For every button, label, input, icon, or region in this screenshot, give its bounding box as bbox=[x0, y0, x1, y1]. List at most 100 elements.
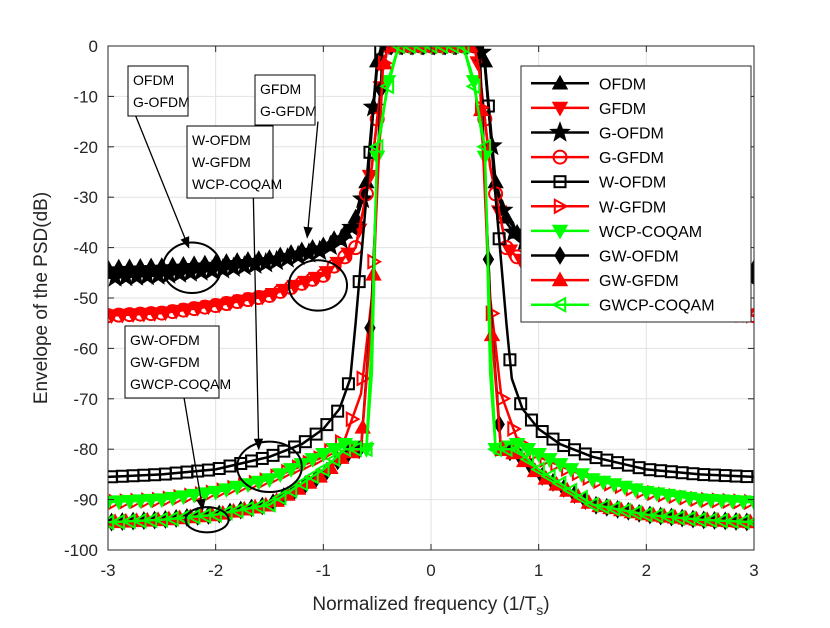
data-point-gwcp-coqam bbox=[605, 500, 621, 517]
annotation-ofdm-gofdm-text: G-OFDM bbox=[133, 94, 190, 110]
data-point-wcp-coqam bbox=[325, 443, 343, 458]
x-tick-label: 3 bbox=[749, 561, 758, 580]
y-tick-label: -50 bbox=[73, 289, 98, 308]
data-point-g-ofdm bbox=[330, 228, 353, 249]
data-point-gw-gfdm bbox=[354, 418, 371, 434]
legend-label-w-gfdm: W-GFDM bbox=[599, 199, 666, 216]
data-point-gwcp-coqam bbox=[239, 500, 255, 517]
y-axis-label: Envelope of the PSD(dB) bbox=[31, 192, 52, 404]
y-tick-label: -10 bbox=[73, 87, 98, 106]
data-point-wcp-coqam bbox=[218, 483, 235, 499]
annotation-w-group-box bbox=[186, 125, 274, 199]
y-tick-label: -40 bbox=[73, 239, 98, 258]
data-point-wcp-coqam bbox=[724, 494, 741, 510]
data-point-g-gfdm bbox=[208, 298, 224, 314]
data-point-gwcp-coqam bbox=[357, 441, 373, 458]
x-tick-label: 2 bbox=[642, 561, 651, 580]
data-point-gwcp-coqam bbox=[207, 506, 222, 523]
y-tick-label: -100 bbox=[64, 541, 98, 560]
data-point-g-gfdm bbox=[337, 249, 353, 265]
legend-label-gfdm: GFDM bbox=[599, 101, 646, 118]
data-point-gwcp-coqam bbox=[368, 138, 384, 155]
data-point-g-gfdm bbox=[175, 302, 191, 318]
legend-marker-gwcp-coqam bbox=[551, 296, 567, 313]
y-tick-label: 0 bbox=[89, 37, 98, 56]
data-point-wcp-coqam bbox=[282, 463, 300, 478]
data-point-w-ofdm bbox=[352, 275, 366, 289]
data-point-wcp-coqam bbox=[530, 448, 547, 463]
data-point-gwcp-coqam bbox=[745, 517, 754, 528]
x-tick-label: -3 bbox=[100, 561, 115, 580]
data-point-wcp-coqam bbox=[250, 475, 267, 491]
series-wcp-coqam bbox=[108, 46, 754, 511]
data-point-g-gfdm bbox=[154, 305, 170, 321]
y-tick-label: -60 bbox=[73, 339, 98, 358]
legend-label-g-ofdm: G-OFDM bbox=[599, 126, 664, 143]
data-point-gwcp-coqam bbox=[627, 504, 642, 521]
data-point-gwcp-coqam bbox=[443, 46, 459, 55]
data-point-gwcp-coqam bbox=[433, 46, 448, 55]
data-point-gwcp-coqam bbox=[228, 502, 244, 519]
data-point-gw-gfdm bbox=[483, 326, 501, 342]
annotations: OFDM G-OFDM GFDM G-GFDM W-OFDM W-GFDM WCP-COQA… bbox=[124, 65, 349, 534]
legend-marker-gw-ofdm bbox=[554, 246, 566, 265]
legend: OFDM GFDM G-OFDM G-GFDM W-OFDM W-GFDM WCP-COQA… bbox=[520, 65, 752, 323]
data-point-wcp-coqam bbox=[164, 491, 181, 507]
data-point-wcp-coqam bbox=[584, 473, 601, 488]
annotation-gfdm-ggfdm-ellipse bbox=[287, 259, 349, 312]
annotation-w-group-text: WCP-COQAM bbox=[192, 176, 282, 192]
data-point-wcp-coqam bbox=[261, 473, 278, 488]
annotation-ofdm-gofdm: OFDM G-OFDM bbox=[127, 65, 223, 294]
data-point-wcp-coqam bbox=[648, 487, 666, 503]
ticks: -3 -2 -1 0 1 2 30-10-20-30-40-50-60-70-80-90-1… bbox=[64, 37, 759, 580]
legend-marker-w-gfdm bbox=[553, 198, 569, 215]
annotation-ofdm-gofdm-arrow bbox=[134, 113, 190, 249]
data-point-wcp-coqam bbox=[229, 480, 246, 496]
data-point-gwcp-coqam bbox=[508, 441, 524, 458]
annotation-gw-group-text: GWCP-COQAM bbox=[130, 376, 231, 392]
annotation-ofdm-gofdm-text: OFDM bbox=[133, 72, 174, 88]
data-point-g-gfdm bbox=[111, 307, 127, 323]
annotation-w-group-text: W-OFDM bbox=[192, 132, 251, 148]
legend-item-gfdm: GFDM bbox=[531, 101, 646, 118]
data-point-gwcp-coqam bbox=[325, 451, 341, 468]
data-point-gwcp-coqam bbox=[562, 482, 578, 499]
data-point-gwcp-coqam bbox=[282, 482, 298, 499]
annotation-gfdm-ggfdm-box bbox=[254, 74, 316, 126]
data-point-wcp-coqam bbox=[541, 453, 558, 468]
y-tick-label: -90 bbox=[73, 491, 98, 510]
data-point-gwcp-coqam bbox=[304, 468, 319, 485]
legend-marker-ofdm bbox=[551, 74, 569, 90]
legend-item-w-gfdm: W-GFDM bbox=[531, 198, 666, 216]
annotation-gfdm-ggfdm-text: G-GFDM bbox=[260, 103, 317, 119]
data-point-wcp-coqam bbox=[185, 488, 203, 504]
data-point-g-gfdm bbox=[197, 299, 213, 315]
annotation-w-group-arrow bbox=[252, 197, 264, 451]
data-point-gw-gfdm bbox=[311, 467, 328, 483]
data-point-wcp-coqam bbox=[595, 475, 612, 491]
data-point-gw-gfdm bbox=[376, 54, 393, 70]
y-tick-label: -70 bbox=[73, 390, 98, 409]
legend-item-gw-ofdm: GW-OFDM bbox=[531, 246, 679, 266]
data-point-gwcp-coqam bbox=[422, 46, 438, 55]
data-point-g-gfdm bbox=[143, 306, 159, 322]
annotation-gw-group: GW-OFDM GW-GFDM GWCP-COQAM bbox=[124, 325, 231, 534]
y-tick-label: -30 bbox=[73, 188, 98, 207]
data-point-wcp-coqam bbox=[272, 468, 289, 483]
data-point-wcp-coqam bbox=[691, 493, 709, 509]
data-point-w-ofdm bbox=[341, 377, 355, 391]
data-point-w-ofdm bbox=[503, 353, 517, 367]
data-point-g-gfdm bbox=[240, 292, 256, 308]
legend-label-gw-ofdm: GW-OFDM bbox=[599, 249, 679, 266]
data-point-wcp-coqam bbox=[153, 493, 171, 509]
data-point-w-ofdm bbox=[535, 425, 549, 439]
data-point-w-ofdm bbox=[524, 413, 538, 427]
annotation-ofdm-gofdm-box bbox=[127, 65, 189, 117]
legend-item-gwcp-coqam: GWCP-COQAM bbox=[531, 296, 715, 315]
data-point-gwcp-coqam bbox=[530, 461, 545, 478]
legend-marker-w-ofdm bbox=[553, 175, 567, 189]
annotation-gw-group-box bbox=[124, 325, 220, 399]
data-point-gwcp-coqam bbox=[260, 496, 276, 513]
legend-item-g-ofdm: G-OFDM bbox=[531, 121, 664, 143]
